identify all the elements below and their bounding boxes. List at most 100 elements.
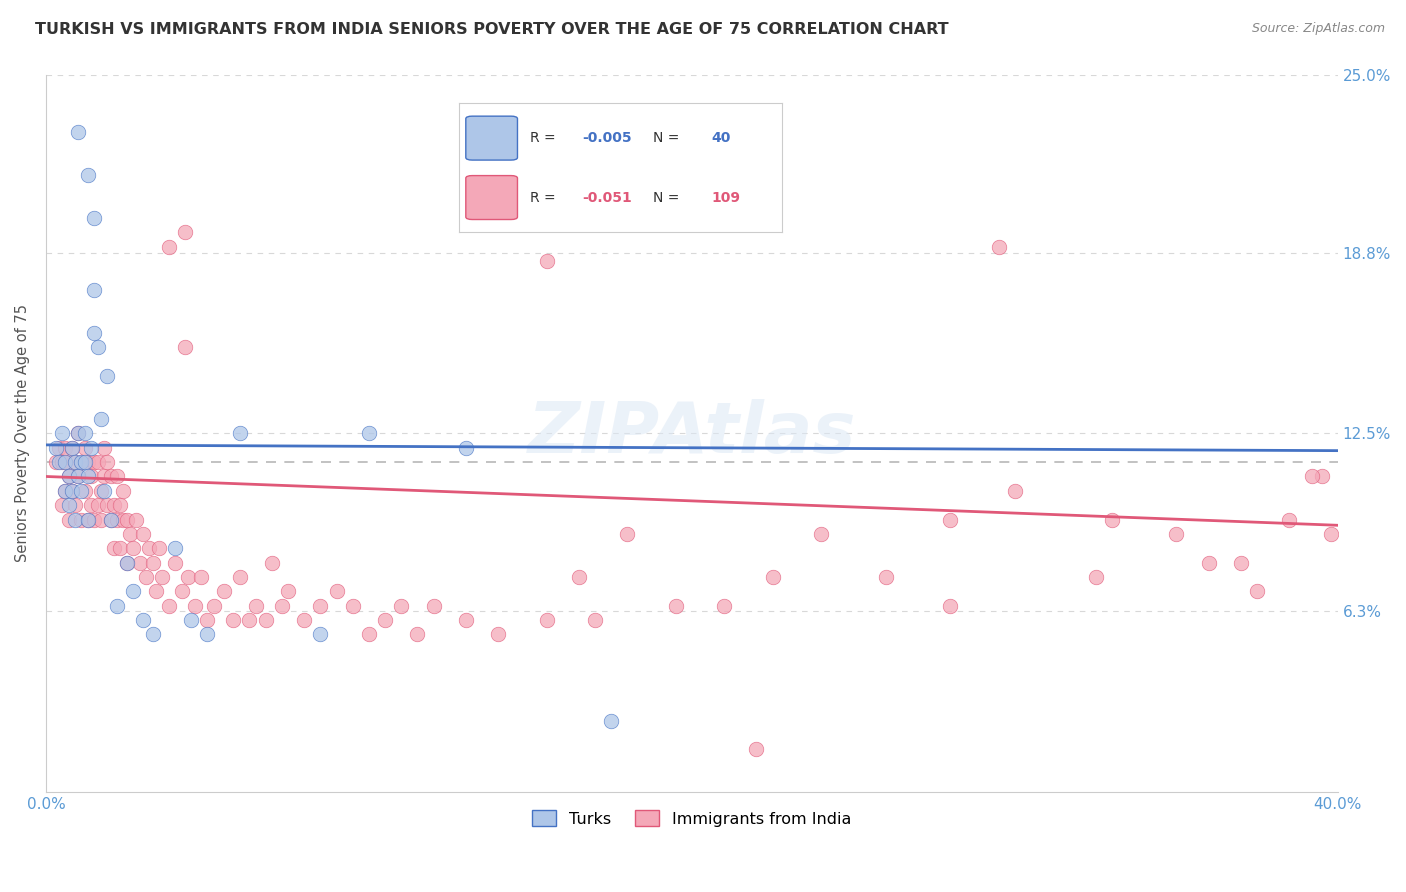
Point	[70, 455, 93, 469]
Point	[80, 498, 103, 512]
Point	[100, 512, 122, 526]
Point	[454, 613, 477, 627]
Point	[170, 584, 193, 599]
Point	[254, 613, 277, 627]
Point	[222, 613, 245, 627]
Point	[86, 498, 108, 512]
Point	[110, 498, 132, 512]
Point	[141, 556, 163, 570]
Point	[53, 455, 76, 469]
Point	[406, 627, 429, 641]
Point	[77, 455, 100, 469]
Point	[665, 599, 688, 613]
Point	[63, 512, 86, 526]
Point	[1198, 556, 1220, 570]
Point	[93, 483, 115, 498]
Point	[1301, 469, 1323, 483]
Point	[150, 570, 173, 584]
Point	[90, 483, 112, 498]
Point	[80, 441, 103, 455]
Point	[100, 469, 122, 483]
Point	[1084, 570, 1107, 584]
Point	[77, 168, 100, 182]
Point	[238, 613, 260, 627]
Point	[83, 326, 105, 340]
Point	[277, 584, 299, 599]
Point	[122, 584, 145, 599]
Point	[83, 455, 105, 469]
Point	[77, 512, 100, 526]
Point	[93, 441, 115, 455]
Point	[105, 469, 128, 483]
Point	[83, 211, 105, 225]
Point	[1101, 512, 1123, 526]
Legend: Turks, Immigrants from India: Turks, Immigrants from India	[524, 802, 859, 835]
Point	[83, 283, 105, 297]
Point	[58, 512, 80, 526]
Point	[536, 613, 558, 627]
Point	[165, 541, 187, 556]
Point	[357, 426, 380, 441]
Point	[45, 455, 67, 469]
Point	[86, 340, 108, 354]
Point	[53, 455, 76, 469]
Point	[128, 556, 150, 570]
Point	[67, 426, 90, 441]
Point	[357, 627, 380, 641]
Point	[1278, 512, 1301, 526]
Point	[309, 627, 332, 641]
Point	[197, 613, 219, 627]
Point	[157, 599, 180, 613]
Point	[90, 412, 112, 426]
Point	[342, 599, 364, 613]
Point	[229, 570, 252, 584]
Point	[183, 599, 205, 613]
Point	[77, 469, 100, 483]
Point	[292, 613, 315, 627]
Point	[110, 541, 132, 556]
Point	[96, 455, 118, 469]
Point	[73, 426, 96, 441]
Point	[73, 483, 96, 498]
Point	[1166, 527, 1188, 541]
Point	[180, 613, 202, 627]
Point	[325, 584, 347, 599]
Point	[616, 527, 638, 541]
Point	[145, 584, 167, 599]
Point	[105, 512, 128, 526]
Point	[67, 426, 90, 441]
Point	[173, 226, 195, 240]
Point	[112, 483, 135, 498]
Point	[245, 599, 267, 613]
Point	[1004, 483, 1026, 498]
Point	[60, 441, 83, 455]
Point	[53, 483, 76, 498]
Point	[132, 527, 155, 541]
Point	[939, 512, 962, 526]
Point	[67, 125, 90, 139]
Point	[51, 455, 73, 469]
Point	[70, 483, 93, 498]
Point	[229, 426, 252, 441]
Point	[115, 556, 138, 570]
Point	[63, 455, 86, 469]
Point	[583, 613, 606, 627]
Point	[73, 455, 96, 469]
Point	[138, 541, 160, 556]
Point	[202, 599, 225, 613]
Point	[105, 599, 128, 613]
Point	[135, 570, 157, 584]
Point	[454, 441, 477, 455]
Point	[713, 599, 735, 613]
Point	[53, 483, 76, 498]
Point	[103, 541, 125, 556]
Point	[197, 627, 219, 641]
Point	[53, 441, 76, 455]
Point	[1310, 469, 1333, 483]
Text: Source: ZipAtlas.com: Source: ZipAtlas.com	[1251, 22, 1385, 36]
Point	[939, 599, 962, 613]
Point	[96, 498, 118, 512]
Point	[309, 599, 332, 613]
Point	[86, 455, 108, 469]
Point	[100, 512, 122, 526]
